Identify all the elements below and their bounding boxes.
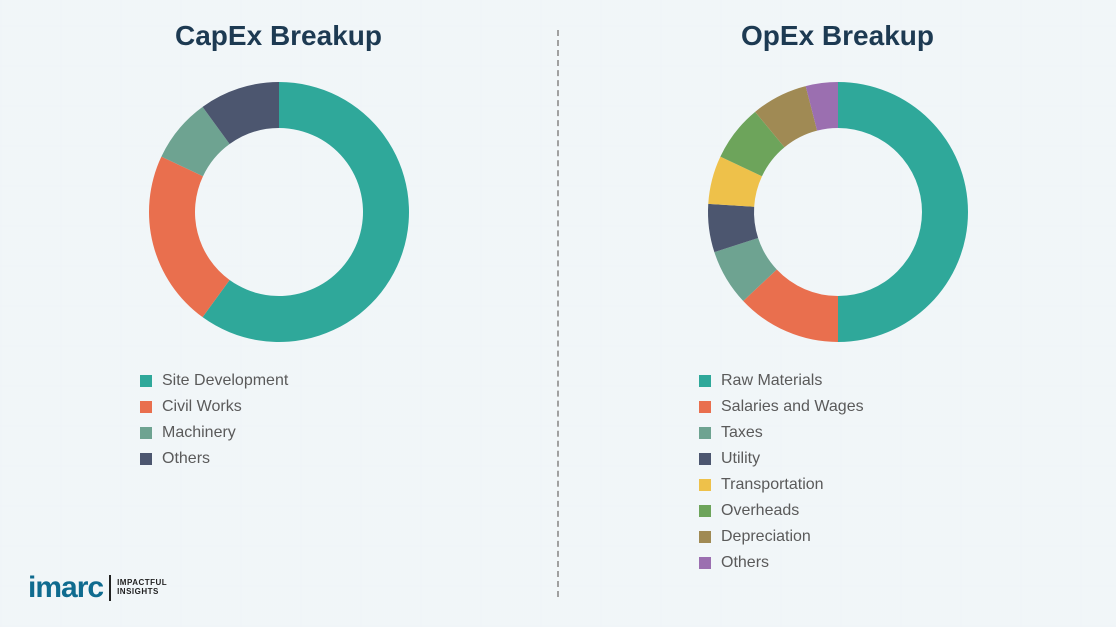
legend-item: Overheads	[699, 502, 864, 520]
legend-item: Site Development	[140, 372, 288, 390]
capex-donut	[139, 72, 419, 352]
legend-swatch	[140, 401, 152, 413]
legend-label: Others	[162, 450, 210, 468]
legend-item: Depreciation	[699, 528, 864, 546]
legend-item: Civil Works	[140, 398, 288, 416]
opex-donut	[698, 72, 978, 352]
capex-donut-wrap	[139, 72, 419, 352]
legend-label: Salaries and Wages	[721, 398, 864, 416]
legend-label: Civil Works	[162, 398, 242, 416]
legend-label: Depreciation	[721, 528, 811, 546]
legend-item: Others	[699, 554, 864, 572]
legend-item: Taxes	[699, 424, 864, 442]
logo-sub-text: IMPACTFUL INSIGHTS	[117, 579, 167, 597]
legend-swatch	[140, 427, 152, 439]
legend-label: Transportation	[721, 476, 824, 494]
opex-donut-wrap	[698, 72, 978, 352]
legend-label: Raw Materials	[721, 372, 822, 390]
legend-item: Utility	[699, 450, 864, 468]
donut-slice	[838, 82, 968, 342]
legend-label: Others	[721, 554, 769, 572]
capex-title: CapEx Breakup	[175, 20, 382, 52]
logo-divider-bar	[109, 575, 111, 601]
legend-item: Others	[140, 450, 288, 468]
legend-swatch	[699, 427, 711, 439]
legend-item: Salaries and Wages	[699, 398, 864, 416]
legend-item: Machinery	[140, 424, 288, 442]
brand-logo: imarc IMPACTFUL INSIGHTS	[28, 571, 167, 605]
legend-swatch	[140, 375, 152, 387]
logo-sub-line2: INSIGHTS	[117, 588, 167, 597]
legend-label: Taxes	[721, 424, 763, 442]
capex-legend: Site Development Civil Works Machinery Othe…	[140, 372, 288, 476]
chart-panels: CapEx Breakup Site Development Civil Work…	[0, 0, 1116, 627]
legend-item: Raw Materials	[699, 372, 864, 390]
legend-label: Machinery	[162, 424, 236, 442]
opex-title: OpEx Breakup	[741, 20, 934, 52]
opex-legend: Raw Materials Salaries and Wages Taxes Util…	[699, 372, 864, 580]
donut-slice	[149, 157, 230, 318]
legend-label: Overheads	[721, 502, 799, 520]
legend-swatch	[699, 531, 711, 543]
legend-swatch	[699, 505, 711, 517]
legend-item: Transportation	[699, 476, 864, 494]
opex-panel: OpEx Breakup Raw Materials Salaries and W…	[559, 0, 1116, 627]
legend-swatch	[699, 453, 711, 465]
legend-swatch	[699, 401, 711, 413]
legend-label: Site Development	[162, 372, 288, 390]
legend-swatch	[699, 557, 711, 569]
capex-panel: CapEx Breakup Site Development Civil Work…	[0, 0, 557, 627]
legend-label: Utility	[721, 450, 760, 468]
legend-swatch	[699, 375, 711, 387]
legend-swatch	[140, 453, 152, 465]
logo-main-text: imarc	[28, 571, 103, 605]
legend-swatch	[699, 479, 711, 491]
